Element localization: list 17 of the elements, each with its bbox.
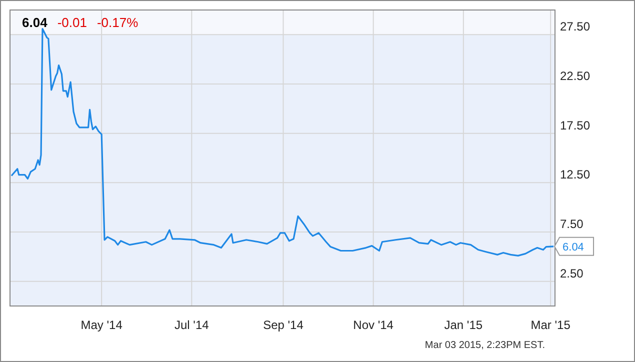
x-tick-label: Jan '15: [444, 318, 483, 332]
y-tick-label: 22.50: [560, 69, 590, 83]
y-tick-label: 12.50: [560, 168, 590, 182]
x-tick-label: Sep '14: [263, 318, 304, 332]
annotation: 6.04: [562, 241, 584, 254]
annotation: -0.17%: [96, 15, 139, 30]
text: Mar 03 2015, 2:23PM EST.: [424, 340, 545, 351]
annotation: 6.04: [22, 15, 48, 30]
x-tick-label: Jul '14: [174, 318, 210, 332]
x-tick-label: May '14: [80, 318, 123, 332]
x-tick-label: Mar '15: [530, 318, 571, 332]
y-tick-label: 7.50: [560, 217, 584, 231]
y-tick-label: 17.50: [560, 118, 590, 132]
y-tick-label: 27.50: [560, 20, 590, 34]
annotation: -0.01: [57, 15, 87, 30]
x-tick-label: Nov '14: [353, 318, 394, 332]
y-tick-label: 2.50: [560, 266, 584, 280]
